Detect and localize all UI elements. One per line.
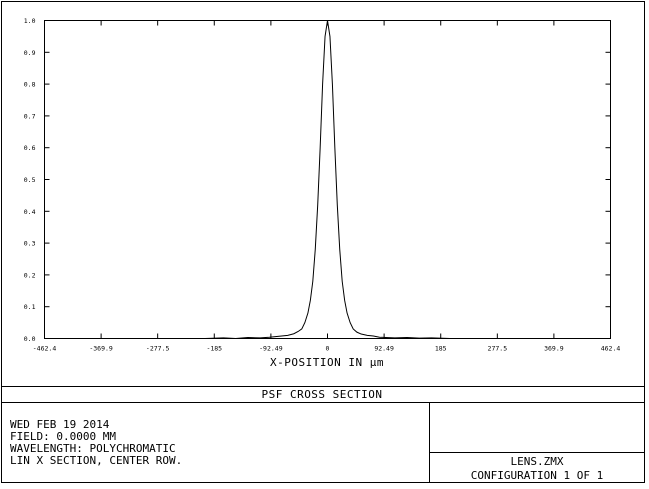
x-tick-label: 92.49 bbox=[374, 345, 394, 353]
info-wavelength: WAVELENGTH: POLYCHROMATIC bbox=[10, 442, 176, 455]
y-tick-label: 0.4 bbox=[24, 208, 36, 216]
y-tick-label: 0.1 bbox=[24, 303, 36, 311]
y-tick-label: 0.2 bbox=[24, 271, 36, 279]
outer-frame bbox=[1, 1, 645, 483]
y-tick-label: 0.5 bbox=[24, 176, 36, 184]
plot-frame bbox=[44, 20, 611, 339]
y-axis: 0.0 0.1 0.2 0.3 0.4 0.5 0.6 0.7 0.8 0.9 1.0 bbox=[24, 17, 611, 343]
y-tick-label: 1.0 bbox=[24, 17, 36, 25]
y-tick-label: 0.3 bbox=[24, 240, 36, 248]
y-tick-label: 0.6 bbox=[24, 144, 36, 152]
info-field: FIELD: 0.0000 MM bbox=[10, 430, 116, 443]
x-tick-label: 185 bbox=[435, 345, 447, 353]
x-tick-label: -92.49 bbox=[259, 345, 283, 353]
x-tick-label: -462.4 bbox=[33, 345, 57, 353]
x-tick-label: 462.4 bbox=[601, 345, 621, 353]
info-date: WED FEB 19 2014 bbox=[10, 418, 110, 431]
x-tick-label: 0 bbox=[326, 345, 330, 353]
y-tick-label: 0.9 bbox=[24, 49, 36, 57]
x-tick-label: 277.5 bbox=[488, 345, 508, 353]
x-tick-label: -369.9 bbox=[89, 345, 113, 353]
psf-series-line bbox=[44, 20, 611, 340]
x-axis-label: X-POSITION IN µm bbox=[270, 356, 384, 369]
info-configuration: CONFIGURATION 1 OF 1 bbox=[471, 469, 603, 482]
y-tick-label: 0.8 bbox=[24, 81, 36, 89]
y-tick-label: 0.7 bbox=[24, 112, 36, 120]
x-axis: -462.4 -369.9 -277.5 -185 -92.49 0 92.49 185 277… bbox=[33, 20, 621, 353]
info-file: LENS.ZMX bbox=[511, 455, 564, 468]
info-section: LIN X SECTION, CENTER ROW. bbox=[10, 454, 182, 467]
chart-title: PSF CROSS SECTION bbox=[261, 388, 382, 401]
x-tick-label: 369.9 bbox=[544, 345, 564, 353]
x-tick-label: -277.5 bbox=[146, 345, 170, 353]
y-tick-label: 0.0 bbox=[24, 335, 36, 343]
x-tick-label: -185 bbox=[206, 345, 222, 353]
